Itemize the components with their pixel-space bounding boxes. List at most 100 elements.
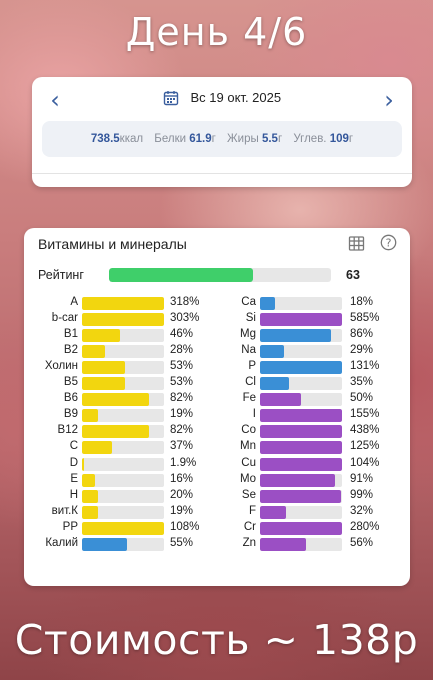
nutrient-bar: [260, 457, 342, 471]
nutrient-row: C 37%: [24, 440, 224, 455]
cost-title: Стоимость ~ 138р: [14, 616, 419, 664]
nutrient-row: вит.К 19%: [24, 505, 224, 520]
nutrient-bar-fill: [82, 329, 120, 343]
nutrient-name: Na: [241, 344, 256, 357]
nutrient-bar-fill: [260, 473, 335, 487]
nutrient-bar-fill: [82, 361, 126, 375]
nutrient-percent: 29%: [350, 344, 374, 357]
nutrient-row: Co 438%: [200, 424, 400, 439]
nutrient-bar: [260, 409, 342, 423]
nutrient-bar-fill: [82, 297, 164, 310]
nutrient-bar-fill: [82, 345, 105, 359]
nutrient-bar: [82, 393, 164, 407]
nutrient-bar: [82, 329, 164, 343]
nutrient-bar-fill: [260, 537, 306, 551]
nutrient-bar: [260, 425, 342, 439]
nutrient-name: b-car: [51, 312, 78, 325]
nutrient-percent: 53%: [170, 376, 194, 389]
nutrient-bar: [82, 457, 164, 471]
nutrient-bar-fill: [260, 297, 275, 310]
help-icon[interactable]: ?: [380, 234, 397, 251]
nutrient-row: B1 46%: [24, 328, 224, 343]
nutrient-name: Mn: [240, 440, 256, 453]
svg-text:?: ?: [386, 237, 392, 250]
nutrient-bar-fill: [260, 409, 342, 423]
nutrient-bar-fill: [82, 425, 150, 439]
protein-value: 61.9: [189, 133, 212, 145]
date-label: Вс 19 окт. 2025: [190, 90, 282, 106]
nutrient-name: Cu: [241, 456, 256, 469]
nutrient-percent: 82%: [170, 392, 194, 405]
nutrient-bar-fill: [260, 313, 342, 327]
carbs-unit: г: [348, 133, 354, 145]
table-icon[interactable]: [348, 235, 365, 252]
nutrient-bar-fill: [260, 329, 331, 343]
nutrient-row: Cr 280%: [200, 521, 400, 536]
vitamins-card: Витамины и минералы ? Рейтинг 63 A 318% b-…: [24, 228, 410, 586]
nutrient-percent: 20%: [170, 488, 194, 501]
nutrient-row: P 131%: [200, 360, 400, 375]
nutrient-bar: [82, 377, 164, 391]
nutrient-percent: 19%: [170, 504, 194, 517]
nutrient-bar-fill: [82, 393, 150, 407]
nutrient-row: B12 82%: [24, 424, 224, 439]
nutrient-row: Mo 91%: [200, 473, 400, 488]
nutrient-name: F: [248, 504, 256, 517]
nutrient-percent: 50%: [350, 392, 374, 405]
nutrient-bar-fill: [260, 521, 342, 535]
carbs-value: 109: [329, 133, 349, 145]
nutrient-name: A: [70, 296, 78, 308]
nutrient-bar-fill: [82, 521, 164, 535]
fat-label: Жиры: [227, 133, 259, 145]
nutrient-row: Na 29%: [200, 344, 400, 359]
nutrient-name: Cl: [245, 376, 256, 389]
nutrition-summary: 738.5ккал Белки 61.9г Жиры 5.5г Углев. 1…: [42, 121, 402, 157]
calendar-icon: [163, 90, 179, 105]
nutrient-row: Si 585%: [200, 312, 400, 327]
nutrient-bar-fill: [82, 409, 98, 423]
nutrient-name: Fe: [242, 392, 256, 405]
nutrient-percent: 303%: [170, 312, 200, 325]
nutrient-name: B6: [63, 392, 78, 405]
nutrient-percent: 86%: [350, 328, 374, 341]
date-selector[interactable]: Вс 19 окт. 2025: [32, 89, 412, 111]
nutrient-name: Mg: [240, 328, 256, 341]
nutrient-row: Cl 35%: [200, 376, 400, 391]
nutrient-name: Калий: [45, 536, 78, 549]
nutrient-percent: 104%: [350, 456, 380, 469]
nutrient-bar: [82, 425, 164, 439]
nutrient-bar: [260, 313, 342, 327]
nutrient-percent: 56%: [350, 536, 374, 549]
chevron-right-icon[interactable]: ›: [384, 86, 394, 114]
carbs-label: Углев.: [293, 133, 327, 145]
nutrient-percent: 82%: [170, 424, 194, 437]
kcal-unit: ккал: [119, 133, 144, 145]
nutrient-bar: [82, 521, 164, 535]
nutrient-row: A 318%: [24, 296, 224, 311]
nutrient-bar: [260, 377, 342, 391]
nutrient-name: Mo: [240, 472, 256, 485]
nutrient-bar: [260, 537, 342, 551]
nutrient-bar: [260, 473, 342, 487]
vitamins-title: Витамины и минералы: [38, 236, 187, 252]
nutrient-bar: [82, 297, 164, 310]
nutrient-bar: [260, 329, 342, 343]
nutrient-percent: 99%: [350, 488, 374, 501]
nutrient-percent: 318%: [170, 296, 200, 308]
nutrient-bar-fill: [82, 457, 84, 471]
nutrient-row: b-car 303%: [24, 312, 224, 327]
nutrient-percent: 1.9%: [170, 456, 197, 469]
nutrient-percent: 18%: [350, 296, 374, 308]
nutrient-row: B2 28%: [24, 344, 224, 359]
nutrient-percent: 35%: [350, 376, 374, 389]
chevron-left-icon[interactable]: ‹: [50, 86, 60, 114]
nutrient-bar: [260, 489, 342, 503]
nutrient-percent: 125%: [350, 440, 380, 453]
nutrient-percent: 108%: [170, 520, 200, 533]
nutrient-bar-fill: [260, 457, 342, 471]
nutrient-bar-fill: [82, 473, 96, 487]
nutrient-row: Zn 56%: [200, 537, 400, 552]
nutrient-name: B5: [63, 376, 78, 389]
rating-label: Рейтинг: [38, 268, 84, 282]
nutrient-row: Mg 86%: [200, 328, 400, 343]
